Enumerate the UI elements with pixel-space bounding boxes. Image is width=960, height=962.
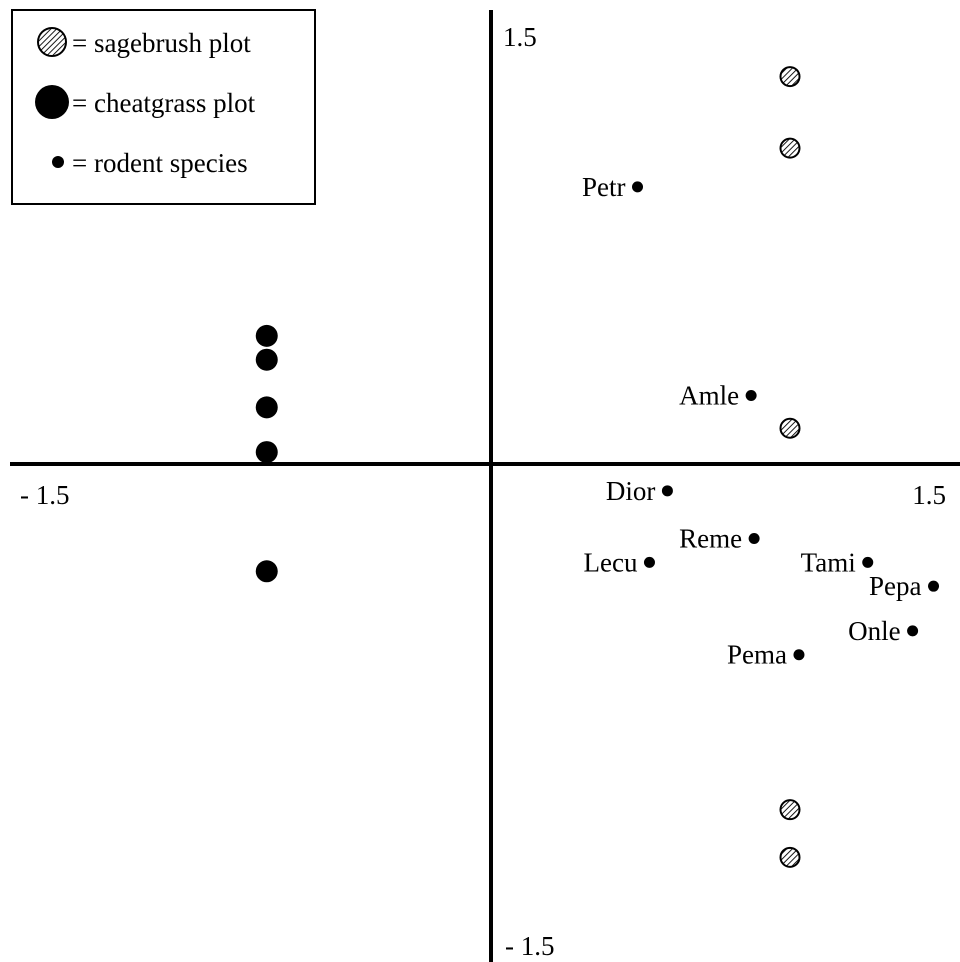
rodent-species-point (793, 649, 805, 661)
rodent-species-point (862, 556, 874, 568)
x-min-tick-label: - 1.5 (20, 480, 70, 510)
rodent-species-label: Dior (606, 476, 656, 506)
legend-large-filled-circle-marker (35, 85, 69, 119)
sagebrush-plot-point (779, 137, 801, 159)
rodent-species-point (928, 580, 940, 592)
y-min-tick-label: - 1.5 (505, 931, 555, 961)
cheatgrass-plot-point (255, 441, 278, 464)
legend-rodent-label: = rodent species (72, 148, 248, 178)
legend: = sagebrush plot = cheatgrass plot = rod… (11, 9, 316, 205)
cheatgrass-plot-point (255, 324, 278, 347)
rodent-species-point (907, 625, 919, 637)
sagebrush-plot-point (779, 846, 801, 868)
rodent-species-point (632, 181, 644, 193)
rodent-species-point (661, 485, 673, 497)
rodent-species-label: Lecu (584, 547, 638, 577)
rodent-species-point (748, 533, 760, 544)
sagebrush-plot-point (779, 417, 801, 439)
sagebrush-plot-point (779, 66, 801, 88)
legend-cheatgrass-label: = cheatgrass plot (72, 88, 256, 118)
cheatgrass-plot-point (255, 396, 278, 419)
rodent-species-label: Onle (848, 616, 901, 646)
rodent-species-label: Reme (679, 524, 742, 554)
legend-hatched-circle-marker (37, 27, 67, 57)
rodent-species-label: Tami (801, 547, 856, 577)
sagebrush-plot-point (779, 799, 801, 821)
rodent-species-label: Pepa (869, 571, 922, 601)
y-max-tick-label: 1.5 (503, 22, 537, 52)
rodent-species-point (745, 389, 757, 401)
plot-points: Petr Amle Dior Reme Lecu Tami Pepa Onle Pema (255, 66, 940, 868)
legend-sagebrush-label: = sagebrush plot (72, 28, 251, 58)
rodent-species-point (643, 556, 655, 568)
cheatgrass-plot-point (255, 348, 278, 371)
legend-small-filled-circle-marker (52, 156, 64, 168)
cheatgrass-plot-point (255, 560, 278, 583)
rodent-species-label: Amle (679, 380, 739, 410)
rodent-species-label: Petr (582, 172, 626, 202)
x-max-tick-label: 1.5 (912, 480, 946, 510)
rodent-species-label: Pema (727, 640, 787, 670)
